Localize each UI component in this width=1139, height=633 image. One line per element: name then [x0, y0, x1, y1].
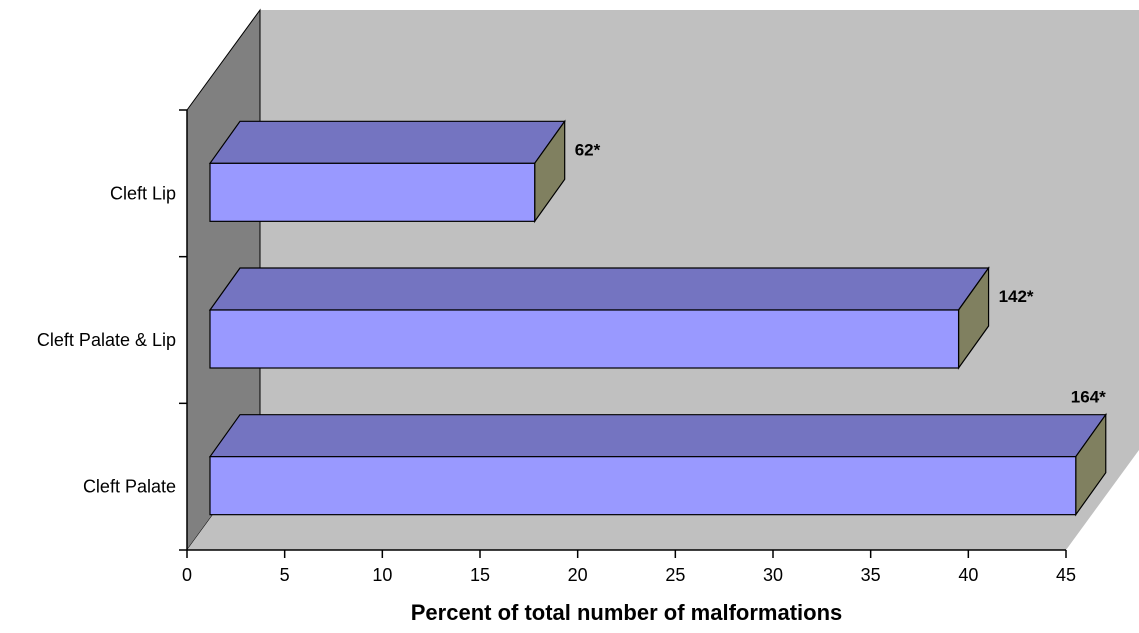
bar-top-face [208, 267, 990, 311]
category-label: Cleft Palate & Lip [37, 330, 176, 350]
x-tick-label: 15 [470, 565, 490, 585]
category-label: Cleft Palate [83, 477, 176, 497]
bar-top-face [208, 414, 1107, 458]
x-axis-ticks: 0 5 10 15 20 25 30 35 40 45 [182, 550, 1076, 585]
category-label: Cleft Lip [110, 183, 176, 203]
y-axis-ticks [179, 109, 187, 551]
bar-front-face [209, 162, 536, 222]
x-tick-label: 25 [665, 565, 685, 585]
bar [208, 412, 1107, 517]
bar [208, 119, 566, 224]
x-axis-title: Percent of total number of malformations [411, 600, 843, 625]
data-label: 62* [575, 140, 601, 159]
bars-group [208, 119, 1107, 517]
bar-front-face [209, 309, 960, 369]
x-tick-label: 5 [280, 565, 290, 585]
x-tick-label: 35 [861, 565, 881, 585]
chart-back-wall [260, 10, 1139, 450]
bar-front-face [209, 456, 1077, 516]
x-tick-label: 20 [568, 565, 588, 585]
bar [208, 266, 990, 370]
x-tick-label: 45 [1056, 565, 1076, 585]
category-labels: Cleft Palate Cleft Palate & Lip Cleft Lip [37, 183, 176, 496]
x-tick-label: 0 [182, 565, 192, 585]
data-label: 164* [1071, 388, 1106, 407]
data-labels: 164* 142* 62* [575, 140, 1106, 406]
x-tick-label: 30 [763, 565, 783, 585]
x-tick-label: 10 [372, 565, 392, 585]
bar-top-face [208, 120, 566, 164]
data-label: 142* [999, 287, 1034, 306]
x-tick-label: 40 [958, 565, 978, 585]
